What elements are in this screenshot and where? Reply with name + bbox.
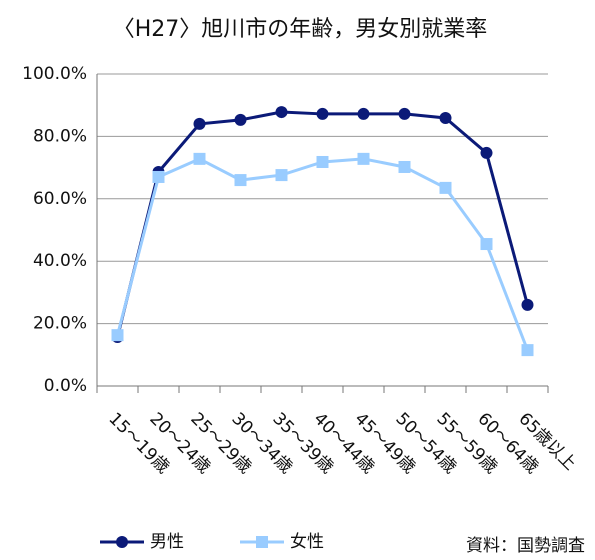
legend-item: 男性 [100, 532, 184, 552]
point [316, 155, 329, 168]
point [439, 181, 452, 194]
point [234, 113, 247, 126]
point [193, 152, 206, 165]
series-line [116, 157, 529, 351]
point [316, 107, 329, 120]
point [439, 111, 452, 124]
legend-label: 女性 [290, 532, 324, 552]
point [357, 152, 370, 165]
point [521, 344, 534, 357]
legend-marker [256, 536, 268, 548]
point [480, 146, 493, 159]
point [398, 107, 411, 120]
y-tick-label: 40.0% [33, 251, 87, 271]
point [111, 329, 124, 342]
legend-label: 男性 [150, 532, 184, 552]
point [398, 160, 411, 173]
series [111, 152, 534, 357]
legend-item: 女性 [240, 532, 324, 552]
point [193, 117, 206, 130]
y-tick-label: 0.0% [44, 376, 87, 396]
y-tick-label: 100.0% [22, 64, 87, 84]
legend-marker [116, 536, 128, 548]
source-note: 資料：国勢調査 [466, 536, 585, 556]
point [152, 170, 165, 183]
y-tick-label: 60.0% [33, 189, 87, 209]
point [275, 169, 288, 182]
y-tick-label: 20.0% [33, 314, 87, 334]
series-line [116, 110, 529, 338]
point [521, 298, 534, 311]
series [111, 106, 534, 344]
point [357, 107, 370, 120]
point [234, 174, 247, 187]
chart-title: 〈H27〉旭川市の年齢，男女別就業率 [113, 17, 488, 42]
y-tick-label: 80.0% [33, 126, 87, 146]
point [480, 238, 493, 251]
point [275, 106, 288, 119]
